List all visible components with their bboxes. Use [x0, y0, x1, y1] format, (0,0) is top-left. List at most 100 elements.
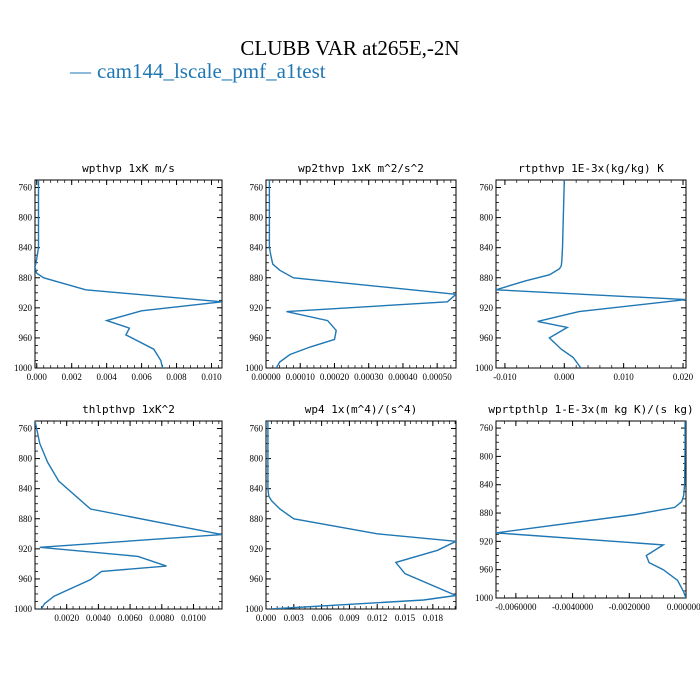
x-tick-label: 0.008	[166, 372, 187, 382]
panel-4: thlpthvp 1xK^2 760 800 840 880 920 960 1000 0.00…	[14, 403, 223, 623]
plot-frame	[34, 179, 223, 369]
y-tick-label: 1000	[475, 593, 494, 603]
x-tick-label: 0.006	[311, 613, 332, 623]
y-tick-label: 760	[250, 424, 264, 434]
y-tick-label: 1000	[245, 363, 264, 373]
x-tick-label: 0.009	[339, 613, 360, 623]
y-tick-label: 800	[19, 454, 33, 464]
plot-frame	[495, 420, 687, 599]
x-tick-label: 0.020	[673, 372, 694, 382]
y-tick-label: 1000	[475, 363, 494, 373]
panel-5: wp4 1x(m^4)/(s^4)76080084088092096010000…	[245, 403, 457, 623]
legend-line-icon: —	[70, 59, 91, 83]
x-tick-label: 0.00020	[320, 372, 350, 382]
y-tick-label: 920	[19, 544, 33, 554]
panel-3: rtpthvp 1E-3x(kg/kg) K 760 800 840 880 920 960…	[475, 162, 694, 382]
series-line	[496, 421, 686, 598]
panel-title: wp2thvp 1xK m^2/s^2	[298, 162, 424, 175]
y-tick-label: 880	[480, 273, 494, 283]
y-tick-label: 960	[19, 574, 33, 584]
y-tick-label: 920	[250, 544, 264, 554]
x-tick-label: 0.018	[423, 613, 444, 623]
panel-title: wprtpthlp 1-E-3x(m kg K)/(s kg)	[488, 403, 693, 416]
panel-title: wpthvp 1xK m/s	[82, 162, 175, 175]
panel-title: rtpthvp 1E-3x(kg/kg) K	[518, 162, 664, 175]
y-tick-label: 840	[19, 243, 33, 253]
x-tick-label: 0.0040	[86, 613, 111, 623]
series-line	[268, 180, 456, 368]
y-tick-label: 760	[19, 424, 33, 434]
y-tick-label: 880	[250, 273, 264, 283]
y-tick-label: 960	[480, 333, 494, 343]
panel-2: wp2thvp 1xK m^2/s^2 760 800 840 880 920 960 100…	[245, 162, 457, 382]
x-tick-label: 0.0080	[149, 613, 174, 623]
y-tick-label: 960	[480, 565, 494, 575]
series-line	[35, 180, 222, 368]
panel-title: thlpthvp 1xK^2	[82, 403, 175, 416]
plot-frame	[495, 179, 687, 369]
y-tick-label: 760	[480, 183, 494, 193]
x-tick-label: 0.010	[614, 372, 635, 382]
y-tick-label: 960	[250, 574, 264, 584]
y-tick-label: 920	[250, 303, 264, 313]
x-tick-label: 0.0020	[54, 613, 79, 623]
legend-label: cam144_lscale_pmf_a1test	[97, 59, 326, 83]
x-tick-label: 0.002	[62, 372, 82, 382]
y-tick-label: 840	[19, 484, 33, 494]
y-tick-label: 800	[480, 451, 494, 461]
plot-frame	[265, 179, 457, 369]
figure-title: CLUBB VAR at265E,-2N	[240, 36, 460, 60]
y-tick-label: 800	[250, 213, 264, 223]
x-tick-label: 0.00050	[423, 372, 453, 382]
x-tick-label: 0.0000000	[667, 602, 700, 612]
y-tick-label: 840	[480, 243, 494, 253]
x-tick-label: -0.0060000	[495, 602, 537, 612]
panel-title: wp4 1x(m^4)/(s^4)	[305, 403, 418, 416]
legend: — cam144_lscale_pmf_a1test	[70, 59, 326, 84]
x-tick-label: 0.00000	[251, 372, 281, 382]
y-tick-label: 760	[480, 423, 494, 433]
y-tick-label: 880	[480, 508, 494, 518]
y-tick-label: 920	[19, 303, 33, 313]
plot-frame	[34, 420, 223, 610]
plot-frame	[265, 420, 457, 610]
x-tick-label: 0.00040	[388, 372, 418, 382]
x-tick-label: 0.003	[284, 613, 305, 623]
x-tick-label: -0.0020000	[609, 602, 651, 612]
y-tick-label: 760	[19, 183, 33, 193]
y-tick-label: 960	[250, 333, 264, 343]
y-tick-label: 960	[19, 333, 33, 343]
panel-6: wprtpthlp 1-E-3x(m kg K)/(s kg) 760 800 840…	[475, 403, 700, 612]
y-tick-label: 920	[480, 536, 494, 546]
x-tick-label: 0.00010	[286, 372, 316, 382]
series-line	[496, 180, 686, 368]
x-tick-label: -0.0040000	[552, 602, 594, 612]
x-tick-label: -0.010	[493, 372, 517, 382]
y-tick-label: 920	[480, 303, 494, 313]
x-tick-label: 0.006	[131, 372, 152, 382]
panel-1: wpthvp 1xK m/s76080084088092096010000.00…	[14, 162, 223, 382]
x-tick-label: 0.000	[27, 372, 48, 382]
y-tick-label: 800	[19, 213, 33, 223]
y-tick-label: 880	[250, 514, 264, 524]
y-tick-label: 800	[480, 213, 494, 223]
y-tick-label: 800	[250, 454, 264, 464]
x-tick-label: 0.012	[367, 613, 387, 623]
x-tick-label: 0.004	[97, 372, 118, 382]
y-tick-label: 1000	[14, 363, 33, 373]
y-tick-label: 1000	[245, 604, 264, 614]
series-line	[35, 421, 222, 609]
x-tick-label: 0.0100	[181, 613, 206, 623]
y-tick-label: 880	[19, 514, 33, 524]
x-tick-label: 0.010	[201, 372, 222, 382]
x-tick-label: 0.0060	[118, 613, 143, 623]
y-tick-label: 760	[250, 183, 264, 193]
x-tick-label: 0.000	[554, 372, 575, 382]
series-line	[267, 421, 456, 609]
y-tick-label: 840	[250, 243, 264, 253]
x-tick-label: 0.00030	[354, 372, 384, 382]
y-tick-label: 1000	[14, 604, 33, 614]
x-tick-label: 0.000	[256, 613, 277, 623]
y-tick-label: 840	[480, 480, 494, 490]
